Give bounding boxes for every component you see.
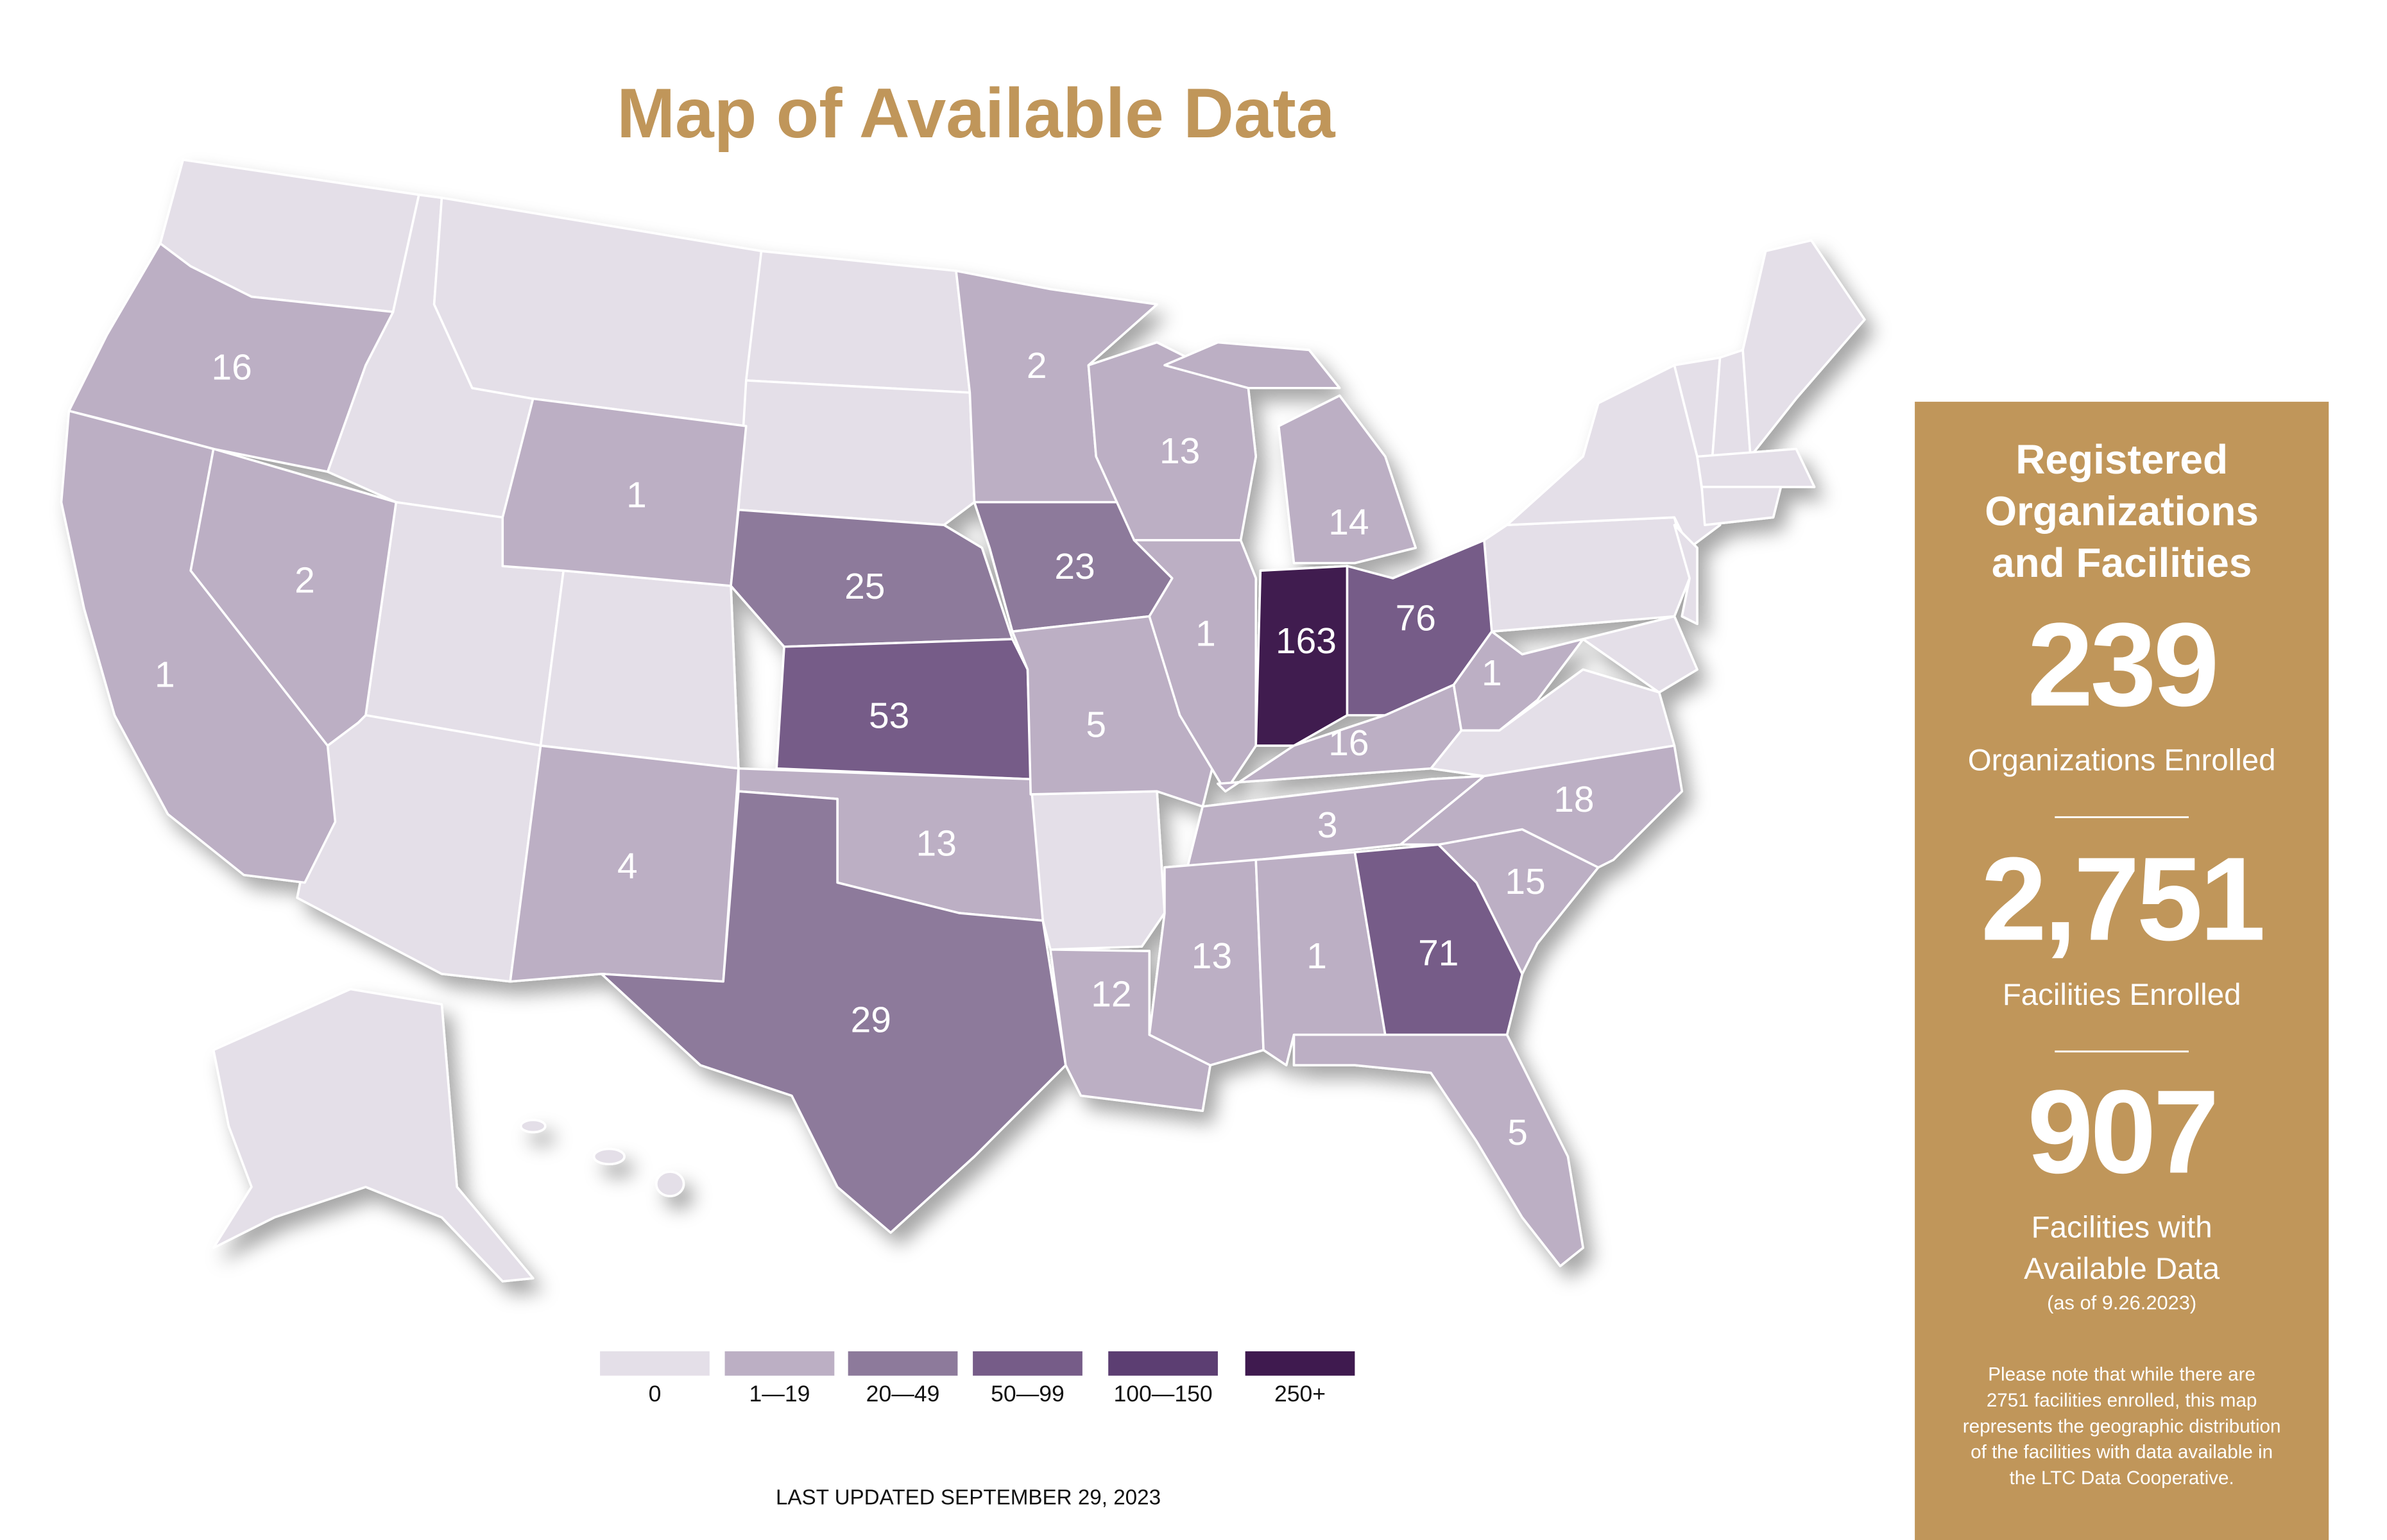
state (1741, 239, 1866, 458)
state (744, 250, 971, 394)
state (1399, 744, 1684, 869)
state (67, 242, 395, 473)
state-value: 1 (155, 654, 175, 695)
state-value: 16 (1328, 723, 1369, 764)
legend: 0 1—19 20—49 50—99 100—150 250+ (600, 1351, 1355, 1407)
state-value: 1 (626, 475, 647, 516)
state (1163, 341, 1417, 565)
state-value: 13 (1159, 431, 1200, 472)
stat-number: 239 (2027, 599, 2216, 731)
state-value: 18 (1553, 779, 1594, 820)
state-value: 23 (1054, 546, 1095, 587)
state (737, 379, 976, 526)
us-map (60, 158, 1866, 1283)
legend-swatch (600, 1351, 710, 1376)
state-value: 29 (851, 1000, 891, 1041)
legend-swatch (1108, 1351, 1218, 1376)
stat-number: 2,751 (1981, 834, 2263, 966)
legend-label: 250+ (1274, 1381, 1326, 1407)
legend-swatch (848, 1351, 958, 1376)
state-value: 5 (1086, 705, 1106, 746)
state-value: 14 (1328, 502, 1369, 543)
state (539, 569, 740, 770)
legend-label: 50—99 (991, 1381, 1065, 1407)
legend-swatch (724, 1351, 835, 1376)
state (212, 988, 535, 1283)
sidebar-text: 2751 facilities enrolled, this map (1987, 1390, 2257, 1411)
sidebar-text: Please note that while there are (1988, 1364, 2255, 1385)
state-value: 53 (869, 695, 909, 736)
sidebar-text: the LTC Data Cooperative. (2010, 1467, 2234, 1489)
state (296, 714, 542, 983)
state (1700, 486, 1783, 526)
state-value: 3 (1317, 805, 1338, 846)
state-value: 13 (916, 823, 957, 864)
state (1029, 790, 1166, 951)
legend-label: 20—49 (866, 1381, 940, 1407)
state-value: 12 (1091, 973, 1131, 1014)
state-value: 5 (1507, 1112, 1528, 1153)
state (501, 397, 748, 587)
state (189, 447, 398, 747)
state-value: 76 (1396, 598, 1436, 639)
sidebar-panel (1915, 402, 2329, 1540)
state (600, 790, 1067, 1234)
sidebar-text: Registered (2015, 436, 2228, 483)
sidebar-text: represents the geographic distribution (1963, 1416, 2281, 1437)
state-value: 163 (1276, 620, 1337, 662)
state-value: 25 (844, 566, 885, 607)
state (1254, 565, 1349, 747)
state-value: 13 (1192, 936, 1232, 977)
title: Map of Available Data (617, 74, 1336, 153)
sidebar-text: Facilities Enrolled (2003, 978, 2241, 1012)
state (519, 1118, 547, 1134)
sidebar-text: and Facilities (1992, 540, 2252, 586)
state-value: 15 (1505, 861, 1545, 902)
state-value: 16 (212, 346, 252, 388)
legend-label: 1—19 (749, 1381, 810, 1407)
state-value: 2 (1027, 345, 1047, 386)
footer: LAST UPDATED SEPTEMBER 29, 2023 (776, 1486, 1161, 1510)
stat-number: 907 (2027, 1066, 2216, 1199)
state (655, 1170, 685, 1197)
sidebar-text: Facilities with (2032, 1211, 2212, 1245)
state-value: 4 (617, 846, 638, 887)
legend-label: 100—150 (1113, 1381, 1212, 1407)
state (1049, 948, 1211, 1113)
sidebar-text: Available Data (2024, 1252, 2220, 1286)
legend-swatch (1245, 1351, 1355, 1376)
sidebar-text: Organizations (1985, 488, 2259, 535)
legend-label: 0 (649, 1381, 662, 1407)
state-value: 2 (295, 560, 315, 601)
state-value: 1 (1195, 613, 1216, 654)
state-value: 1 (1306, 936, 1327, 977)
state-labels: 16 1 2 1 4 25 53 13 29 2 23 5 12 13 1 14… (155, 345, 1595, 1153)
sidebar-text: Organizations Enrolled (1968, 744, 2276, 778)
state (1292, 1033, 1584, 1267)
state (1483, 516, 1691, 633)
legend-swatch (973, 1351, 1082, 1376)
sidebar-text: (as of 9.26.2023) (2047, 1292, 2196, 1314)
sidebar-text: of the facilities with data available in (1971, 1442, 2273, 1463)
state (1696, 447, 1816, 488)
state (1582, 615, 1698, 694)
state-value: 71 (1418, 932, 1459, 973)
sidebar: Registered Organizations and Facilities 239… (1915, 402, 2329, 1540)
state (1087, 341, 1258, 542)
state (592, 1147, 626, 1166)
state (1452, 630, 1584, 732)
state-value: 1 (1482, 653, 1502, 694)
state (1673, 524, 1698, 626)
